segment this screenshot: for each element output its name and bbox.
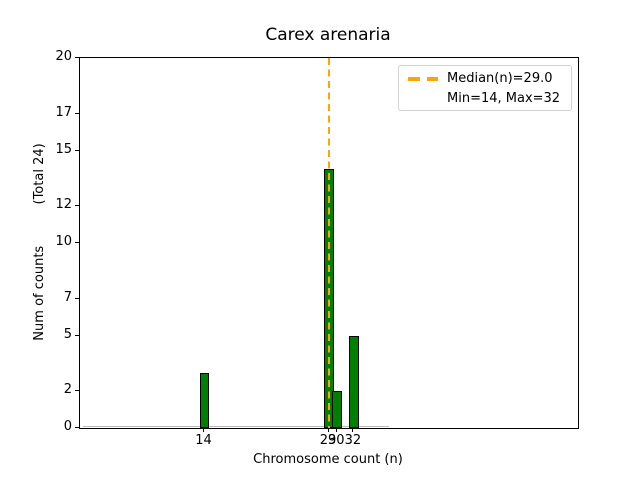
y-tick-label: 15 [55,141,72,157]
y-tick [75,390,79,391]
y-tick [75,57,79,58]
median-line [327,58,331,428]
x-tick [327,428,329,432]
y-tick-label: 10 [55,234,72,249]
y-tick [75,205,79,206]
y-tick-label: 12 [55,197,72,212]
legend-minmax-label: Min=14, Max=32 [447,91,561,106]
chart-title: Carex arenaria [265,25,391,45]
x-tick-label: 30 [328,433,345,448]
histogram-bar [332,391,343,428]
x-tick [203,428,204,432]
x-tick-label: 29 [319,433,337,448]
legend-row-median: Median(n)=29.0 [408,69,562,89]
median-dash-icon [408,77,438,81]
histogram-bar [199,372,210,428]
y-tick [75,334,79,336]
y-tick [75,297,79,299]
y-tick-label: 5 [63,326,72,342]
y-tick [75,242,79,243]
y-tick [75,427,79,428]
x-tick [335,428,337,432]
legend-median-label: Median(n)=29.0 [447,71,553,86]
x-tick [352,428,354,432]
histogram-bar [348,335,359,428]
y-tick-label: 0 [63,419,72,434]
y-tick [75,149,79,151]
y-tick-label: 2 [63,382,72,397]
y-tick-label: 20 [55,49,72,64]
zero-count-baseline [83,425,389,427]
x-tick-label: 14 [195,433,212,448]
y-tick-label: 17 [55,104,72,120]
legend: Median(n)=29.0 Min=14, Max=32 [398,65,572,111]
plot-area [79,57,579,429]
x-axis-label: Chromosome count (n) [253,452,403,467]
y-axis-label: Num of counts (Total 24) [32,143,47,341]
y-tick-label: 7 [63,289,72,305]
y-tick [75,112,79,114]
x-tick-label: 32 [344,433,362,448]
legend-row-minmax: Min=14, Max=32 [408,89,562,109]
